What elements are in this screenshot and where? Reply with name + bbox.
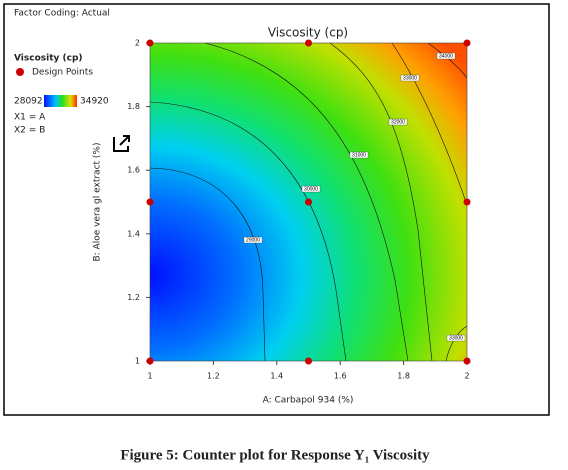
color-max: 34920 xyxy=(80,97,109,107)
export-icon[interactable] xyxy=(113,135,130,152)
x-tick-label: 1.2 xyxy=(207,372,220,381)
contour-label: 33000 xyxy=(449,335,463,341)
contour-label-box xyxy=(301,185,321,193)
contour-line xyxy=(150,101,347,361)
contour-label-box xyxy=(349,151,369,159)
contour-label: 34000 xyxy=(439,53,453,59)
contour-label-box xyxy=(436,52,456,60)
design-point xyxy=(146,39,154,47)
y-tick-label: 1 xyxy=(135,357,140,366)
chart-title: Viscosity (cp) xyxy=(268,26,348,40)
contour-label: 30000 xyxy=(304,186,318,192)
contour-label-box xyxy=(446,334,466,342)
x-tick-label: 1 xyxy=(147,372,152,381)
design-point xyxy=(146,198,154,206)
y-tick-label: 1.6 xyxy=(127,166,140,175)
legend-title: Viscosity (cp) xyxy=(14,54,83,64)
y-axis-label: B: Aloe vera gl extract (%) xyxy=(93,142,103,261)
y-tick-label: 2 xyxy=(135,39,140,48)
contour-label: 32000 xyxy=(391,119,405,125)
factor-coding: Factor Coding: Actual xyxy=(14,9,110,19)
x-tick-label: 1.6 xyxy=(334,372,347,381)
color-min: 28092 xyxy=(14,97,43,107)
caption: Figure 5: Counter plot for Response Y₁ V… xyxy=(120,447,430,463)
design-point xyxy=(463,39,471,47)
design-point xyxy=(305,39,312,47)
contour-label: 31000 xyxy=(352,152,366,158)
design-point xyxy=(146,357,154,365)
y-tick-label: 1.4 xyxy=(127,229,140,238)
x-tick-label: 1.4 xyxy=(270,372,283,381)
legend-label: Design Points xyxy=(32,68,93,78)
color-bar xyxy=(44,95,77,107)
x-tick-label: 2 xyxy=(464,372,469,381)
y-tick-label: 1.2 xyxy=(127,293,140,302)
x-axis-label: A: Carbapol 934 (%) xyxy=(263,396,354,406)
contour-label-box xyxy=(243,236,263,244)
contour-line xyxy=(329,43,433,361)
contour-label-box xyxy=(388,118,408,126)
contour-label-box xyxy=(400,74,420,82)
contours xyxy=(150,43,467,361)
factor-y: X2 = B xyxy=(14,126,45,136)
design-point xyxy=(305,198,312,206)
frame xyxy=(3,3,550,416)
design-point xyxy=(305,357,312,365)
contour-line xyxy=(150,167,266,361)
design-point xyxy=(463,198,471,206)
contour-line xyxy=(204,43,409,361)
y-tick-label: 1.8 xyxy=(127,102,140,111)
contour-line xyxy=(391,43,467,206)
contour-label: 29000 xyxy=(246,237,260,243)
factor-x: X1 = A xyxy=(14,113,46,123)
legend-marker xyxy=(16,68,24,76)
design-point xyxy=(463,357,471,365)
x-tick-label: 1.8 xyxy=(397,372,410,381)
contour-label: 33000 xyxy=(403,75,417,81)
